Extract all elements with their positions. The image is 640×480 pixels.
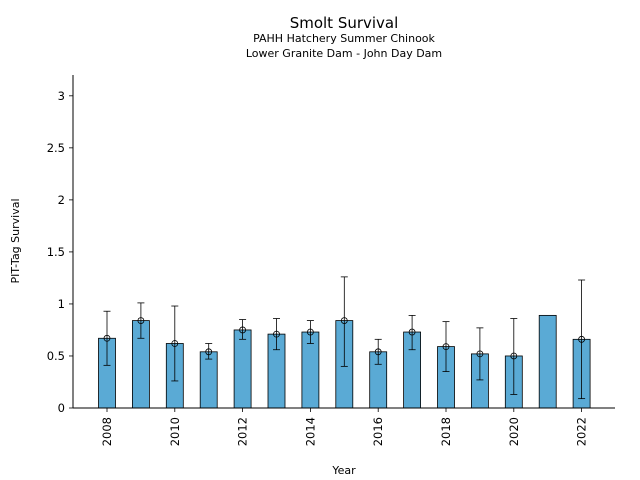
y-tick-label: 2.5 (47, 141, 65, 155)
point-marker-2009 (137, 317, 145, 324)
x-tick-label: 2018 (439, 417, 453, 446)
x-tick-label: 2016 (371, 417, 385, 446)
point-marker-2016 (374, 348, 382, 356)
y-tick-label: 1 (58, 297, 65, 311)
plot-area (98, 276, 591, 409)
point-marker-2018 (442, 343, 450, 351)
bar-2012 (233, 329, 252, 409)
point-marker-2012 (239, 326, 247, 334)
y-tick-label: 1.5 (47, 245, 65, 259)
x-tick-label: 2010 (168, 417, 182, 446)
y-axis-ticks: 0 0.5 1 1.5 2 2.5 3 (47, 89, 73, 415)
point-marker-2019 (476, 350, 484, 358)
x-tick-label: 2012 (236, 417, 250, 446)
y-tick-label: 3 (58, 89, 65, 103)
point-marker-2013 (273, 330, 280, 338)
x-axis-label: Year (331, 464, 356, 477)
point-marker-2020 (510, 352, 518, 360)
point-marker-2022 (578, 335, 585, 343)
chart-title: Smolt Survival (290, 14, 399, 32)
y-tick-label: 0 (58, 401, 65, 415)
bar-2011 (199, 351, 218, 409)
bar-2021 (538, 314, 557, 409)
y-tick-label: 2 (58, 193, 65, 207)
point-marker-2014 (306, 328, 314, 336)
point-marker-2008 (103, 334, 111, 342)
point-marker-2017 (408, 328, 416, 336)
x-tick-label: 2020 (507, 417, 521, 446)
x-axis-ticks: 2008 2010 2012 2014 2016 2018 2020 2022 (100, 408, 589, 446)
chart-subtitle-line2: Lower Granite Dam - John Day Dam (246, 47, 442, 60)
x-tick-label: 2022 (575, 417, 589, 446)
y-tick-label: 0.5 (47, 349, 65, 363)
x-tick-label: 2008 (100, 417, 114, 446)
x-tick-label: 2014 (303, 417, 317, 446)
point-marker-2011 (205, 348, 213, 356)
chart-subtitle-line1: PAHH Hatchery Summer Chinook (253, 32, 435, 45)
point-marker-2010 (171, 340, 179, 347)
point-marker-2015 (340, 317, 348, 324)
y-axis-label: PIT-Tag Survival (9, 198, 22, 283)
